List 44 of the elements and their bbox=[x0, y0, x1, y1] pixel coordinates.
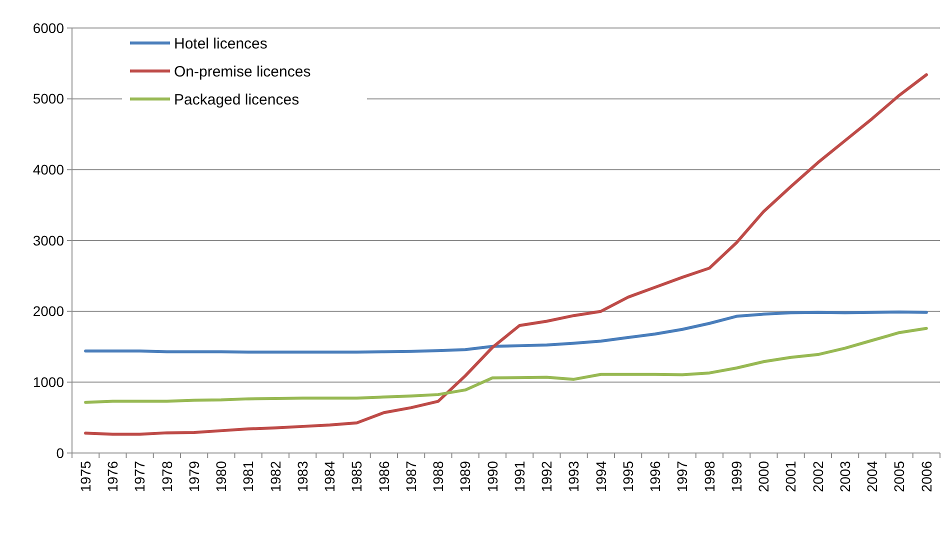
x-tick-label: 1977 bbox=[132, 460, 148, 492]
y-tick-label: 0 bbox=[56, 444, 64, 461]
legend-label: On-premise licences bbox=[174, 63, 311, 80]
x-tick-label: 1993 bbox=[566, 460, 582, 492]
y-tick-label: 6000 bbox=[32, 20, 64, 36]
x-tick-label: 1980 bbox=[213, 460, 230, 492]
x-tick-label: 2000 bbox=[756, 460, 772, 492]
x-tick-label: 2005 bbox=[891, 460, 908, 492]
x-tick-label: 1996 bbox=[647, 460, 664, 492]
legend-label: Hotel licences bbox=[174, 35, 268, 52]
y-tick-label: 2000 bbox=[32, 303, 64, 320]
y-tick-label: 3000 bbox=[32, 232, 64, 248]
legend-label: Packaged licences bbox=[174, 91, 300, 108]
x-tick-label: 1994 bbox=[592, 460, 609, 492]
x-tick-label: 1982 bbox=[267, 460, 284, 492]
line-series bbox=[84, 326, 928, 404]
x-tick-label: 2004 bbox=[864, 460, 880, 492]
x-tick-label: 1986 bbox=[376, 460, 392, 492]
x-tick-label: 1978 bbox=[158, 460, 175, 492]
x-tick-label: 1990 bbox=[484, 460, 500, 492]
x-tick-label: 1998 bbox=[701, 460, 718, 492]
x-tick-label: 2001 bbox=[782, 460, 799, 492]
x-tick-label: 1991 bbox=[511, 460, 528, 492]
y-tick-label: 5000 bbox=[32, 90, 64, 107]
x-tick-label: 1997 bbox=[674, 460, 690, 492]
x-tick-label: 1975 bbox=[77, 460, 94, 492]
line-series bbox=[84, 310, 928, 354]
x-tick-label: 1984 bbox=[322, 460, 338, 492]
x-tick-label: 1981 bbox=[240, 460, 256, 492]
y-tick-label: 4000 bbox=[32, 162, 64, 178]
y-tick-label: 1000 bbox=[32, 374, 64, 390]
x-tick-label: 1999 bbox=[728, 460, 744, 492]
x-tick-label: 1987 bbox=[402, 460, 419, 492]
x-tick-label: 1992 bbox=[538, 460, 555, 492]
x-tick-label: 1985 bbox=[348, 460, 365, 492]
x-tick-label: 1983 bbox=[294, 460, 310, 492]
x-tick-label: 1988 bbox=[430, 460, 446, 492]
x-tick-label: 1979 bbox=[186, 460, 202, 492]
x-tick-label: 2003 bbox=[836, 460, 853, 492]
x-tick-label: 2006 bbox=[918, 460, 934, 492]
x-tick-label: 1989 bbox=[457, 460, 474, 492]
x-tick-label: 2002 bbox=[810, 460, 826, 492]
x-tick-label: 1995 bbox=[620, 460, 636, 492]
x-tick-label: 1976 bbox=[104, 460, 121, 492]
